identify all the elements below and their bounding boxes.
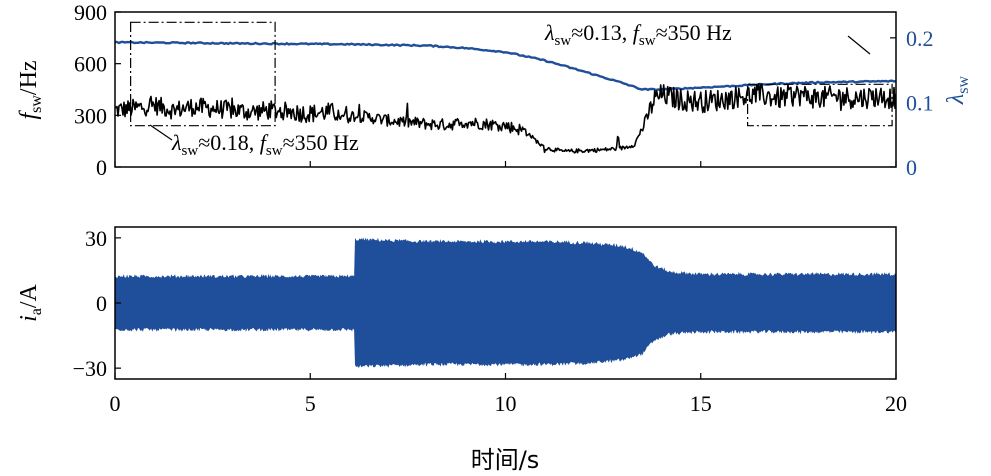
top-right-ytick-label: 0.2 xyxy=(906,26,934,51)
bottom-xtick-label: 10 xyxy=(495,391,517,416)
bottom-ylabel: ia/A xyxy=(16,283,45,321)
lambda-sw-series-line xyxy=(115,40,896,92)
annotation-text-right: λsw≈0.13, fsw≈350 Hz xyxy=(544,20,732,49)
top-xaxis-ticks xyxy=(114,161,897,167)
annotation-text-left: λsw≈0.18, fsw≈350 Hz xyxy=(171,130,359,159)
annotation-leader-left xyxy=(149,124,173,141)
bottom-xtick-label: 20 xyxy=(885,391,907,416)
bottom-xtick-label: 5 xyxy=(305,391,316,416)
top-right-ytick-label: 0 xyxy=(906,155,917,180)
bottom-xtick-label: 0 xyxy=(110,391,121,416)
top-left-ytick-label: 300 xyxy=(74,103,107,128)
top-right-ytick-label: 0.1 xyxy=(906,90,934,115)
top-left-ytick-label: 900 xyxy=(74,0,107,25)
annotation-box-left xyxy=(130,21,276,127)
top-left-yaxis: 0 300 600 900 xyxy=(74,0,121,180)
annotation-leader-right xyxy=(847,35,871,55)
bottom-ytick-label: 0 xyxy=(96,291,107,316)
top-left-ytick-label: 600 xyxy=(74,52,107,77)
bottom-yaxis: −30 0 30 xyxy=(73,226,121,381)
bottom-ytick-label: 30 xyxy=(85,226,107,251)
top-right-ylabel: λsw xyxy=(943,75,972,105)
top-left-ytick-label: 0 xyxy=(96,155,107,180)
top-left-ylabel: fsw/Hz xyxy=(16,60,45,119)
ia-current-band xyxy=(115,237,896,369)
bottom-xtick-label: 15 xyxy=(690,391,712,416)
bottom-ytick-label: −30 xyxy=(73,356,107,381)
fsw-series-line xyxy=(115,83,896,154)
bottom-xlabel: 时间/s xyxy=(471,446,540,474)
top-right-yaxis: 0 0.1 0.2 xyxy=(890,26,934,180)
bottom-xaxis: 0 5 10 15 20 xyxy=(110,373,907,416)
annotation-box-right xyxy=(747,83,893,127)
